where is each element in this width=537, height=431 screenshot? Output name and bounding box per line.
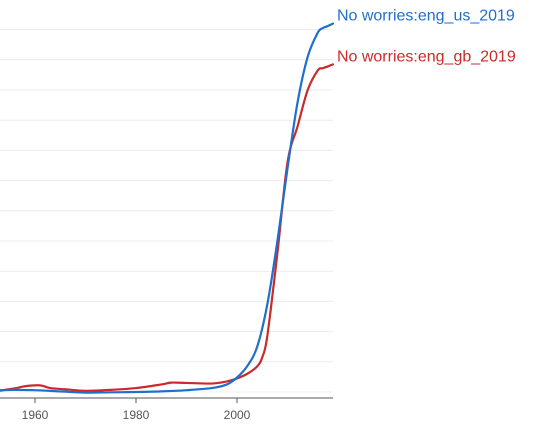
series-label-gb: No worries:eng_gb_2019 bbox=[337, 48, 516, 65]
x-axis: 1960 1980 2000 bbox=[0, 397, 333, 422]
gridlines bbox=[0, 29, 333, 393]
series-lines bbox=[0, 22, 335, 394]
x-tick-label: 2000 bbox=[224, 408, 251, 422]
series-label-us: No worries:eng_us_2019 bbox=[337, 8, 515, 25]
series-labels: No worries:eng_us_2019 No worries:eng_gb_… bbox=[337, 8, 516, 66]
x-tick-label: 1980 bbox=[123, 408, 150, 422]
x-tick-label: 1960 bbox=[22, 408, 49, 422]
series-line-us bbox=[0, 22, 335, 394]
series-line-gb bbox=[0, 63, 335, 392]
